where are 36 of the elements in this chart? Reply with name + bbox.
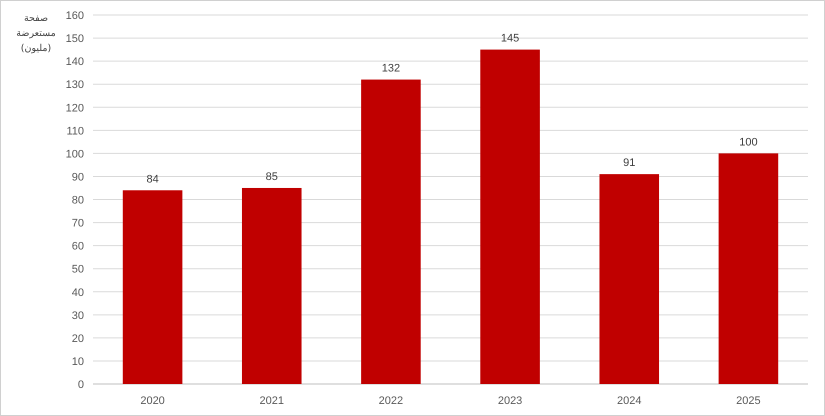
y-tick-label: 0	[78, 379, 84, 391]
y-tick-label: 130	[66, 79, 84, 92]
y-tick-label: 20	[72, 332, 84, 345]
bar	[718, 153, 778, 384]
bar	[122, 190, 182, 384]
y-tick-label: 160	[66, 10, 84, 22]
bar	[599, 174, 660, 384]
y-tick-label: 110	[66, 125, 84, 138]
y-axis-title: صفحة مستعرضة (مليون)	[15, 12, 57, 56]
x-tick-label: 2025	[736, 395, 761, 407]
data-label: 91	[623, 157, 636, 170]
y-tick-label: 80	[72, 194, 84, 206]
y-tick-label: 120	[66, 102, 84, 114]
y-tick-label: 140	[66, 56, 84, 68]
y-tick-label: 10	[72, 356, 84, 368]
data-label: 100	[739, 136, 758, 148]
y-tick-label: 100	[66, 148, 84, 160]
data-label: 132	[382, 62, 400, 75]
x-tick-label: 2021	[260, 395, 284, 407]
y-tick-label: 50	[72, 264, 84, 276]
bar	[480, 50, 540, 384]
y-tick-label: 70	[72, 218, 84, 230]
bar	[361, 80, 421, 384]
bar	[242, 188, 302, 384]
y-tick-label: 40	[72, 286, 84, 299]
data-label: 85	[266, 170, 278, 183]
y-tick-label: 30	[72, 310, 84, 322]
y-tick-label: 90	[72, 171, 84, 184]
y-tick-label: 150	[66, 33, 84, 46]
x-tick-label: 2022	[378, 395, 404, 407]
x-tick-label: 2024	[617, 395, 642, 407]
data-label: 84	[146, 173, 159, 186]
x-tick-label: 2023	[498, 395, 522, 407]
data-label: 145	[500, 32, 520, 45]
y-tick-label: 60	[72, 240, 84, 253]
x-tick-label: 2020	[140, 395, 165, 407]
